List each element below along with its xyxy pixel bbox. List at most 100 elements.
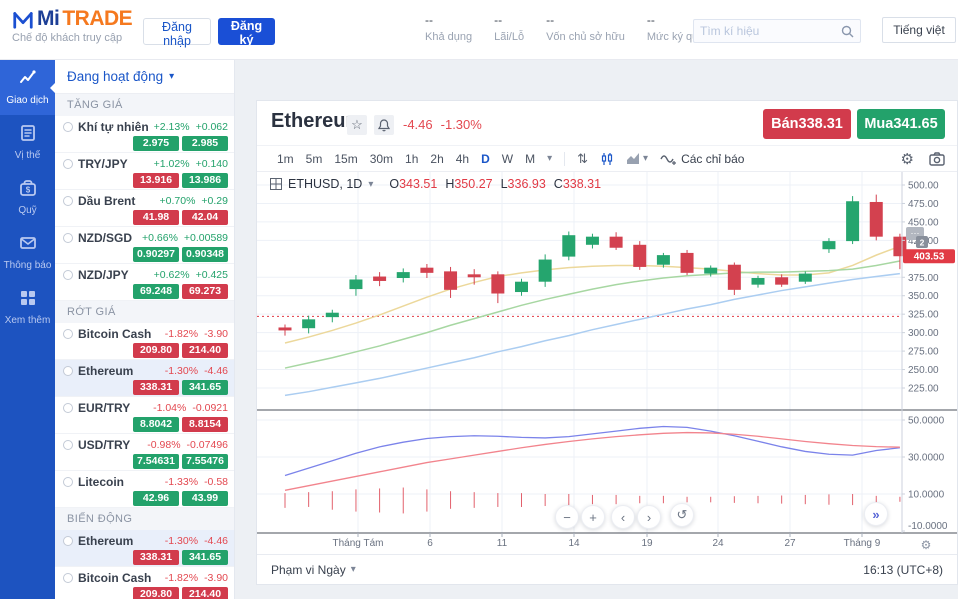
- watchlist-item-nzd-jpy[interactable]: NZD/JPY+0.62%+0.42569.24869.273: [55, 264, 234, 301]
- watchlist-item-try-jpy[interactable]: TRY/JPY+1.02%+0.14013.91613.986: [55, 153, 234, 190]
- timeframe-m[interactable]: M: [525, 152, 535, 166]
- sidebar-item-thong-bao[interactable]: Thông báo: [0, 225, 55, 280]
- price-chart[interactable]: 500.00475.00450.00425.00375.00350.00325.…: [257, 172, 957, 554]
- sell-price-pill[interactable]: 41.98: [133, 210, 179, 225]
- timeframe-more-icon[interactable]: ▾: [547, 153, 552, 164]
- area-chart-style-icon[interactable]: ▾: [626, 152, 648, 165]
- radio-icon[interactable]: [63, 329, 73, 339]
- timeframe-w[interactable]: W: [502, 152, 513, 166]
- buy-button[interactable]: Mua341.65: [857, 109, 945, 139]
- timeframe-1m[interactable]: 1m: [277, 152, 294, 166]
- sell-price-pill[interactable]: 338.31: [133, 380, 179, 395]
- buy-price-pill[interactable]: 341.65: [182, 550, 228, 565]
- radio-icon[interactable]: [63, 270, 73, 280]
- radio-icon[interactable]: [63, 159, 73, 169]
- search-icon[interactable]: [841, 25, 860, 38]
- sell-price-pill[interactable]: 209.80: [133, 587, 179, 599]
- favorite-star-button[interactable]: ☆: [347, 115, 367, 135]
- pan-left-button[interactable]: ‹: [611, 505, 635, 529]
- radio-icon[interactable]: [63, 573, 73, 583]
- indicators-button[interactable]: Các chỉ báo: [660, 152, 744, 166]
- sidebar-item-vi-the[interactable]: Vị thế: [0, 115, 55, 170]
- date-range-selector[interactable]: Phạm vi Ngày ▾: [271, 563, 356, 577]
- sidebar-item-label: Thông báo: [4, 261, 52, 271]
- buy-price-pill[interactable]: 43.99: [182, 491, 228, 506]
- buy-price-pill[interactable]: 214.40: [182, 343, 228, 358]
- stat-value: --: [494, 13, 524, 27]
- sidebar-item-quy[interactable]: $Quỹ: [0, 170, 55, 225]
- sell-button[interactable]: Bán338.31: [763, 109, 851, 139]
- watchlist-item-dau-brent[interactable]: Dầu Brent+0.70%+0.2941.9842.04: [55, 190, 234, 227]
- candlestick-style-icon[interactable]: [600, 152, 614, 166]
- sell-price-pill[interactable]: 338.31: [133, 550, 179, 565]
- instrument-change-group: -1.04%-0.0921: [153, 402, 228, 414]
- sell-price-pill[interactable]: 69.248: [133, 284, 179, 299]
- buy-price-pill[interactable]: 69.273: [182, 284, 228, 299]
- reset-view-button[interactable]: ↺: [670, 503, 694, 527]
- radio-icon[interactable]: [63, 196, 73, 206]
- sell-price-pill[interactable]: 13.916: [133, 173, 179, 188]
- watchlist-item-ethereum[interactable]: Ethereum-1.30%-4.46338.31341.65: [55, 360, 234, 397]
- timeframe-4h[interactable]: 4h: [456, 152, 469, 166]
- price-alert-button[interactable]: [374, 115, 394, 135]
- buy-price-pill[interactable]: 341.65: [182, 380, 228, 395]
- snapshot-camera-icon[interactable]: [929, 152, 945, 166]
- timeframe-5m[interactable]: 5m: [306, 152, 323, 166]
- legend-symbol[interactable]: ETHUSD, 1D: [288, 177, 362, 191]
- radio-icon[interactable]: [63, 403, 73, 413]
- buy-price-pill[interactable]: 13.986: [182, 173, 228, 188]
- watchlist-item-litecoin[interactable]: Litecoin-1.33%-0.5842.9643.99: [55, 471, 234, 508]
- search-input[interactable]: [694, 24, 841, 38]
- radio-icon[interactable]: [63, 440, 73, 450]
- timeframe-2h[interactable]: 2h: [430, 152, 443, 166]
- compare-icon[interactable]: ⇅: [577, 151, 588, 167]
- timeframe-1h[interactable]: 1h: [405, 152, 418, 166]
- timeframe-d[interactable]: D: [481, 152, 490, 166]
- chart-legend: ETHUSD, 1D ▾ O343.51H350.27L336.93C338.3…: [270, 177, 601, 191]
- buy-price-pill[interactable]: 42.04: [182, 210, 228, 225]
- buy-price-pill[interactable]: 0.90348: [182, 247, 228, 262]
- sell-price-pill[interactable]: 7.54631: [133, 454, 179, 469]
- signup-button[interactable]: Đăng ký: [218, 18, 275, 45]
- radio-icon[interactable]: [63, 122, 73, 132]
- axis-settings-icon[interactable]: ⚙: [921, 538, 932, 552]
- go-to-latest-button[interactable]: »: [864, 502, 888, 526]
- watchlist-item-bitcoin-cash[interactable]: Bitcoin Cash-1.82%-3.90209.80214.40: [55, 323, 234, 360]
- watchlist-item-usd-try[interactable]: USD/TRY-0.98%-0.074967.546317.55476: [55, 434, 234, 471]
- login-button[interactable]: Đăng nhập: [143, 18, 211, 45]
- language-selector[interactable]: Tiếng việt: [882, 17, 956, 43]
- radio-icon[interactable]: [63, 366, 73, 376]
- sell-price-pill[interactable]: 2.975: [133, 136, 179, 151]
- watchlist-item-nzd-sgd[interactable]: NZD/SGD+0.66%+0.005890.902970.90348: [55, 227, 234, 264]
- mitrade-logo[interactable]: MiTRADE Chế độ khách truy cập: [12, 7, 132, 44]
- sell-price-pill[interactable]: 209.80: [133, 343, 179, 358]
- sell-price-pill[interactable]: 8.8042: [133, 417, 179, 432]
- sell-price-pill[interactable]: 42.96: [133, 491, 179, 506]
- zoom-out-button[interactable]: −: [555, 505, 579, 529]
- radio-icon[interactable]: [63, 477, 73, 487]
- timeframe-30m[interactable]: 30m: [370, 152, 393, 166]
- timeframe-15m[interactable]: 15m: [334, 152, 357, 166]
- radio-icon[interactable]: [63, 233, 73, 243]
- pan-right-button[interactable]: ›: [637, 505, 661, 529]
- buy-price-pill[interactable]: 2.985: [182, 136, 228, 151]
- caret-down-icon[interactable]: ▾: [368, 179, 373, 190]
- sidebar-item-giao-dich[interactable]: Giao dịch: [0, 60, 55, 115]
- ohlc-values: O343.51H350.27L336.93C338.31: [389, 177, 601, 191]
- watchlist-item-khi-tu-nhien[interactable]: Khí tự nhiên+2.13%+0.0622.9752.985: [55, 116, 234, 153]
- symbol-search[interactable]: [693, 19, 861, 43]
- buy-price-pill[interactable]: 214.40: [182, 587, 228, 599]
- buy-price-pill[interactable]: 7.55476: [182, 454, 228, 469]
- sell-price-pill[interactable]: 0.90297: [133, 247, 179, 262]
- radio-icon[interactable]: [63, 536, 73, 546]
- watchlist-item-bitcoin-cash[interactable]: Bitcoin Cash-1.82%-3.90209.80214.40: [55, 567, 234, 599]
- watchlist-filter-dropdown[interactable]: Đang hoạt động ▾: [55, 60, 234, 94]
- sidebar-item-xem-them[interactable]: Xem thêm: [0, 280, 55, 335]
- chart-settings-icon[interactable]: ⚙: [901, 150, 914, 168]
- stat-value: --: [425, 13, 472, 27]
- funds-icon: $: [19, 179, 37, 202]
- zoom-in-button[interactable]: +: [581, 505, 605, 529]
- watchlist-item-ethereum[interactable]: Ethereum-1.30%-4.46338.31341.65: [55, 530, 234, 567]
- watchlist-item-eur-try[interactable]: EUR/TRY-1.04%-0.09218.80428.8154: [55, 397, 234, 434]
- buy-price-pill[interactable]: 8.8154: [182, 417, 228, 432]
